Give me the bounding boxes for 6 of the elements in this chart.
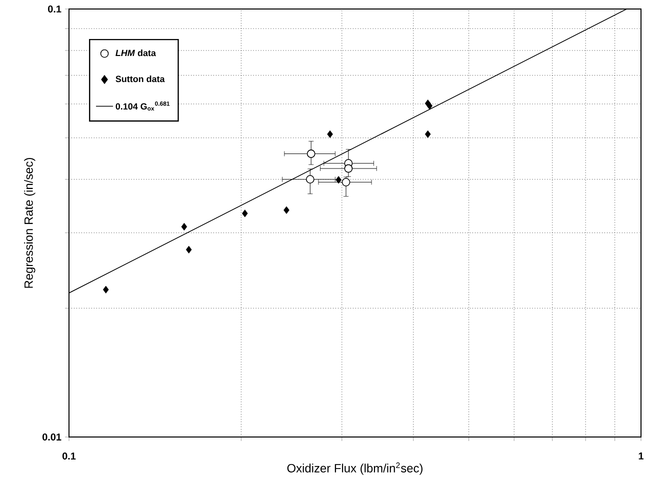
legend-label: LHM data [116, 50, 156, 56]
x-axis-title: Oxidizer Flux (lbm/in$^{2}$sec) [287, 462, 422, 475]
y-tick-label: 0.01 [42, 433, 62, 441]
y-axis-title: Regression Rate (in/sec) [24, 158, 36, 288]
x-tick-label: 1 [638, 452, 644, 460]
legend-label: Sutton data [116, 76, 165, 82]
